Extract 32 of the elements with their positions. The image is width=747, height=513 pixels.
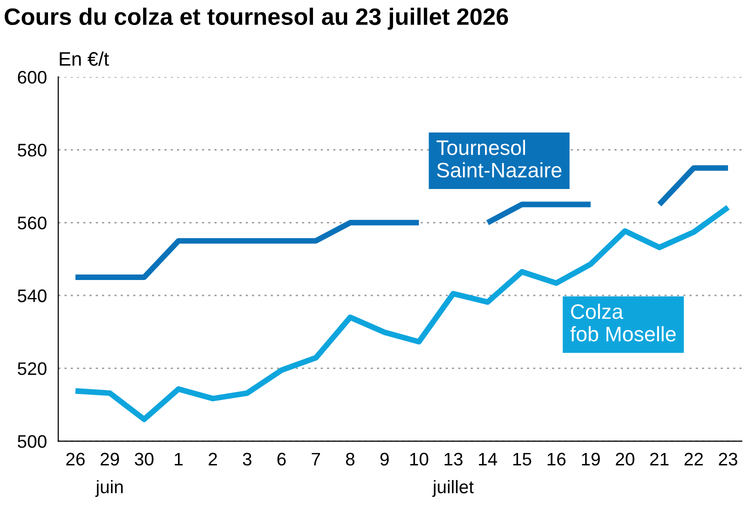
x-tick-label: 7	[312, 452, 320, 466]
y-tick-label: 580	[18, 144, 46, 157]
x-tick-label: 23	[718, 452, 738, 466]
x-tick-label: 26	[66, 452, 85, 466]
x-tick-label: 16	[548, 452, 566, 466]
x-tick-label: 14	[478, 452, 498, 466]
y-tick-label: 600	[18, 70, 46, 84]
y-tick-label: 520	[18, 362, 46, 376]
x-tick-label: 3	[242, 452, 252, 466]
x-tick-label: 22	[684, 452, 703, 466]
x-tick-label: 20	[616, 452, 634, 466]
chart-title: Cours du colza et tournesol au 23 juillet 2026	[4, 8, 508, 30]
x-tick-label: 8	[346, 452, 354, 466]
y-axis-title: En €/t	[60, 52, 109, 66]
y-tick-label: 500	[18, 435, 46, 448]
x-tick-label: 9	[380, 452, 389, 466]
text: juillet	[432, 480, 474, 497]
x-tick-label: 6	[277, 452, 286, 466]
x-tick-label: 1	[174, 452, 183, 466]
x-tick-label: 30	[134, 452, 154, 466]
x-tick-label: 2	[208, 452, 217, 466]
y-tick-label: 560	[18, 216, 46, 230]
series-label: Colza fob Moselle	[570, 304, 676, 342]
x-tick-label: 19	[582, 452, 600, 466]
x-tick-label: 13	[444, 452, 463, 466]
x-tick-label: 29	[100, 452, 119, 466]
x-tick-label: 21	[650, 452, 668, 466]
y-tick-label: 540	[18, 289, 46, 302]
series-label: Tournesol Saint-Nazaire	[436, 140, 562, 178]
x-tick-label: 10	[410, 452, 428, 466]
text: juin	[95, 480, 123, 497]
x-tick-label: 15	[513, 452, 532, 466]
